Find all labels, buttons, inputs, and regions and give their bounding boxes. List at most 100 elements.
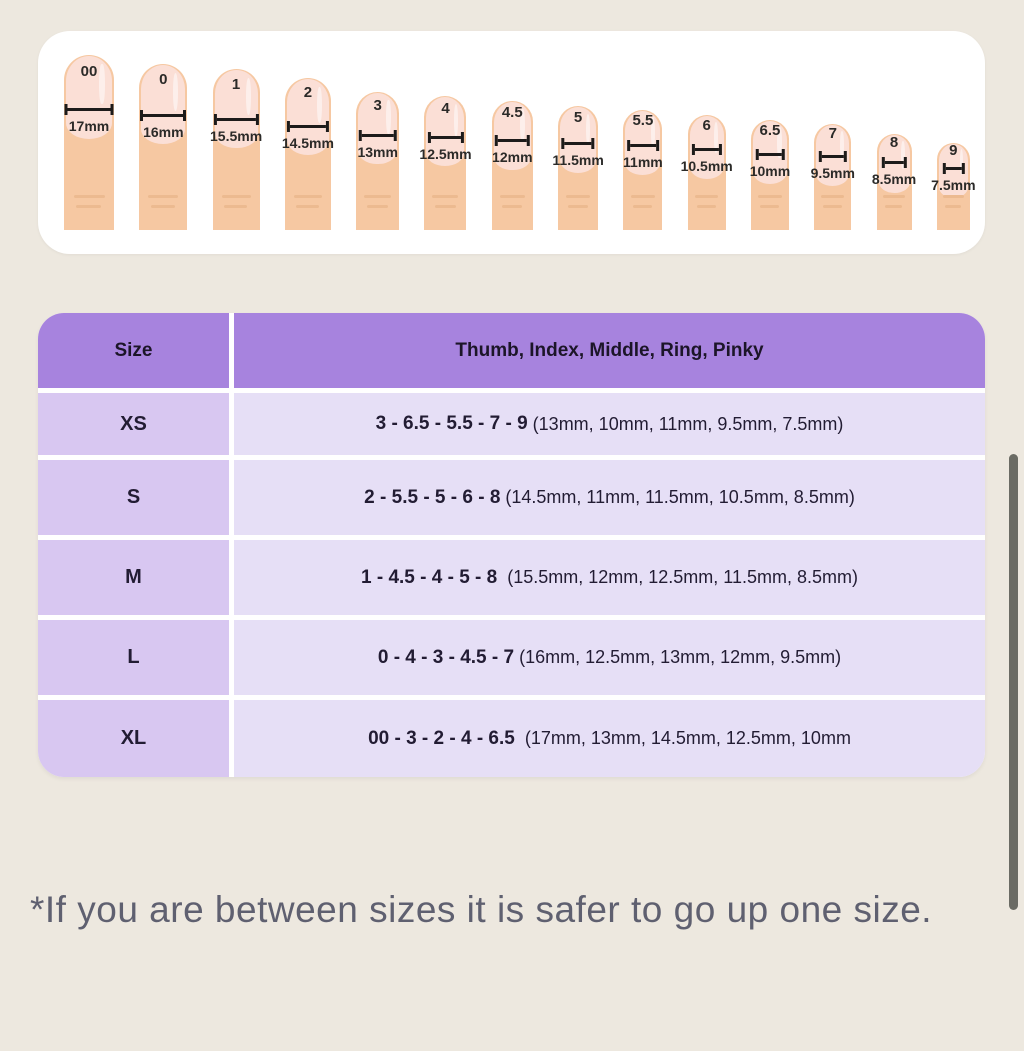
nail-shine <box>245 77 251 116</box>
knuckle-crease <box>565 195 591 198</box>
size-combo-cell: 2 - 5.5 - 5 - 6 - 8 (14.5mm, 11mm, 11.5m… <box>234 460 985 535</box>
nail-size-label: 7 <box>828 125 837 142</box>
nail-width-mm: 14.5mm <box>281 135 334 151</box>
nail-shine <box>900 140 905 169</box>
nail-width-mm: 8.5mm <box>871 171 917 187</box>
nail-shine <box>650 117 655 149</box>
size-label-cell: XS <box>38 393 229 455</box>
measurement-labels: 7 9.5mm <box>811 125 855 182</box>
table-row: XS 3 - 6.5 - 5.5 - 7 - 9 (13mm, 10mm, 11m… <box>38 393 985 455</box>
nail-size-label: 6 <box>702 117 711 134</box>
measurement-labels: 8 8.5mm <box>871 134 917 188</box>
fingernail <box>689 116 724 179</box>
width-ruler <box>494 135 530 146</box>
finger-illustration: 3 13mm <box>356 92 400 230</box>
scrollbar-thumb[interactable] <box>1009 454 1018 910</box>
nail-shine <box>959 149 964 176</box>
knuckle-crease <box>293 195 323 198</box>
finger-illustration: 1 15.5mm <box>210 69 262 230</box>
nail-width-mm: 11.5mm <box>552 152 604 168</box>
nail-size-diagram-card: 00 17mm 0 16mm 1 15.5mm 2 14.5mm 3 13mm 4 12.5mm 4.5… <box>38 31 985 254</box>
nail-width-mm: 17mm <box>68 118 110 134</box>
finger-illustration: 0 16mm <box>139 64 188 230</box>
fingernail <box>752 121 787 184</box>
sizing-note: *If you are between sizes it is safer to… <box>30 889 933 930</box>
knuckle-crease <box>150 205 175 208</box>
width-ruler <box>561 138 595 149</box>
nail-size-label: 3 <box>373 97 382 114</box>
size-combo-mm: (17mm, 13mm, 14.5mm, 12.5mm, 10mm <box>514 728 851 748</box>
nail-size-label: 4.5 <box>501 104 523 121</box>
nail-shine <box>777 127 782 158</box>
nail-size-label: 2 <box>303 84 313 101</box>
size-combo-cell: 0 - 4 - 3 - 4.5 - 7 (16mm, 12.5mm, 13mm,… <box>234 620 985 695</box>
width-ruler <box>942 163 965 174</box>
nail-shine <box>173 72 179 111</box>
nail-shine <box>586 113 591 146</box>
nail-shine <box>714 122 719 153</box>
fingernail <box>141 65 186 144</box>
nail-size-label: 00 <box>80 63 98 80</box>
size-combo-mm: (16mm, 12.5mm, 13mm, 12mm, 9.5mm) <box>514 647 842 667</box>
size-label-cell: XL <box>38 700 229 777</box>
measurement-labels: 5 11.5mm <box>552 110 604 169</box>
size-combo: 0 - 4 - 3 - 4.5 - 7 <box>377 646 515 668</box>
finger-illustration: 4.5 12mm <box>491 101 533 230</box>
nail-size-label: 4 <box>441 100 450 117</box>
nail-shine <box>453 103 459 137</box>
nail-shine <box>520 108 525 142</box>
size-table: Size Thumb, Index, Middle, Ring, Pinky X… <box>38 313 985 777</box>
fingernail <box>66 56 112 139</box>
finger-illustration: 8 8.5mm <box>872 134 916 230</box>
size-combo-cell: 3 - 6.5 - 5.5 - 7 - 9 (13mm, 10mm, 11mm,… <box>234 393 985 455</box>
size-combo-cell: 1 - 4.5 - 4 - 5 - 8 (15.5mm, 12mm, 12.5m… <box>234 540 985 615</box>
nail-width-mm: 12mm <box>492 149 533 165</box>
finger-illustration: 5.5 11mm <box>623 110 663 230</box>
nail-size-label: 9 <box>949 142 958 159</box>
knuckle-crease <box>501 205 523 208</box>
nail-width-mm: 11mm <box>623 154 663 170</box>
width-ruler <box>286 121 329 132</box>
finger-illustration: 9 7.5mm <box>931 143 976 230</box>
size-combo: 3 - 6.5 - 5.5 - 7 - 9 <box>375 413 528 434</box>
finger-row: 00 17mm 0 16mm 1 15.5mm 2 14.5mm 3 13mm 4 12.5mm 4.5… <box>38 31 985 254</box>
size-combo: 1 - 4.5 - 4 - 5 - 8 <box>361 566 498 588</box>
table-header-row: Size Thumb, Index, Middle, Ring, Pinky <box>38 313 985 388</box>
measurement-labels: 2 14.5mm <box>281 84 334 152</box>
knuckle-crease <box>630 195 655 198</box>
fingernail <box>625 111 661 175</box>
measurement-labels: 1 15.5mm <box>210 76 262 145</box>
finger-illustration: 6.5 10mm <box>749 120 791 230</box>
nail-size-label: 8 <box>889 134 899 151</box>
knuckle-crease <box>221 195 251 198</box>
fingernail <box>358 93 398 164</box>
size-combo-mm: (15.5mm, 12mm, 12.5mm, 11.5mm, 8.5mm) <box>497 567 858 587</box>
nail-width-mm: 10mm <box>749 163 791 179</box>
fingernail <box>214 70 258 148</box>
table-header-size: Size <box>38 313 229 388</box>
nail-width-mm: 13mm <box>357 144 398 160</box>
width-ruler <box>140 110 187 121</box>
table-header-fingers: Thumb, Index, Middle, Ring, Pinky <box>234 313 985 388</box>
finger-illustration: 2 14.5mm <box>281 78 334 230</box>
nail-size-label: 0 <box>159 71 168 88</box>
nail-shine <box>840 131 844 161</box>
finger-illustration: 5 11.5mm <box>552 106 604 230</box>
measurement-labels: 9 7.5mm <box>931 142 975 194</box>
width-ruler <box>64 104 114 115</box>
size-combo: 2 - 5.5 - 5 - 6 - 8 <box>364 486 501 508</box>
width-ruler <box>755 149 785 160</box>
knuckle-crease <box>73 195 105 198</box>
fingernail <box>286 79 329 155</box>
measurement-labels: 4.5 12mm <box>492 104 533 166</box>
nail-size-label: 1 <box>231 76 241 93</box>
knuckle-crease <box>694 195 719 198</box>
knuckle-crease <box>567 205 588 208</box>
nail-size-label: 6.5 <box>759 122 781 139</box>
finger-illustration: 7 9.5mm <box>811 124 855 230</box>
knuckle-crease <box>223 205 248 208</box>
nail-width-mm: 12.5mm <box>419 146 472 162</box>
width-ruler <box>358 130 397 141</box>
